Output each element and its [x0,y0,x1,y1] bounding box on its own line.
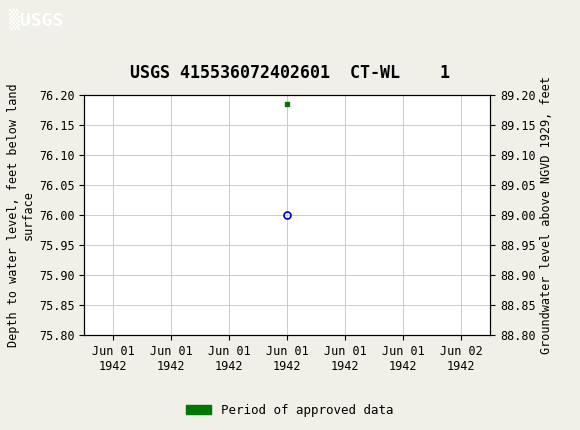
Text: USGS 415536072402601  CT-WL    1: USGS 415536072402601 CT-WL 1 [130,64,450,83]
Y-axis label: Groundwater level above NGVD 1929, feet: Groundwater level above NGVD 1929, feet [539,76,553,354]
Y-axis label: Depth to water level, feet below land
surface: Depth to water level, feet below land su… [6,83,35,347]
Text: ▒USGS: ▒USGS [9,9,63,30]
Legend: Period of approved data: Period of approved data [181,399,399,421]
